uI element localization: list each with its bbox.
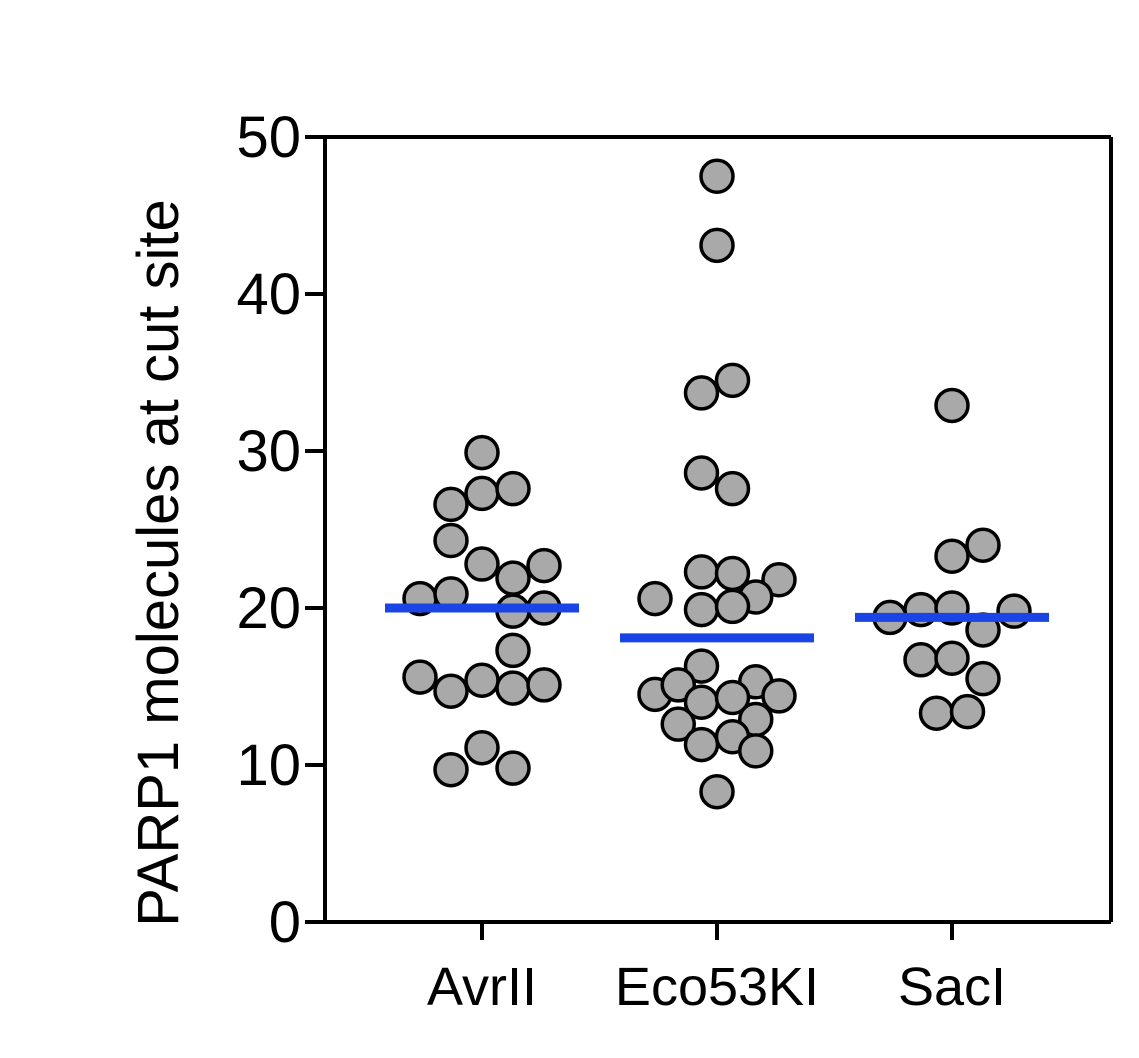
mean-lines — [385, 603, 1049, 643]
data-point-avrii — [402, 659, 438, 695]
data-point-eco53ki — [714, 470, 751, 507]
data-point-eco53ki — [699, 773, 735, 810]
y-tick-label: 50 — [236, 105, 301, 170]
data-point-eco53ki — [714, 588, 751, 625]
data-point-avrii — [495, 470, 531, 507]
data-point-eco53ki — [660, 706, 696, 742]
data-points — [402, 158, 1032, 810]
data-point-eco53ki — [699, 227, 735, 264]
data-point-avrii — [433, 751, 469, 788]
y-tick-label: 30 — [236, 419, 301, 484]
data-point-eco53ki — [761, 561, 797, 598]
data-point-eco53ki — [714, 679, 751, 716]
data-point-avrii — [464, 546, 500, 582]
y-tick-label: 40 — [236, 262, 301, 327]
y-tick-label: 10 — [236, 733, 301, 798]
data-point-eco53ki — [738, 733, 774, 769]
data-point-saci — [903, 642, 939, 678]
data-point-eco53ki — [714, 362, 751, 399]
x-tick-label-avrii: AvrII — [427, 957, 537, 1017]
data-point-avrii — [526, 547, 562, 584]
data-point-saci — [934, 640, 970, 676]
data-point-eco53ki — [761, 678, 797, 714]
data-point-eco53ki — [683, 375, 720, 411]
data-point-avrii — [495, 632, 531, 669]
data-point-saci — [996, 593, 1032, 629]
data-point-saci — [934, 387, 970, 424]
data-point-eco53ki — [683, 455, 720, 491]
data-point-eco53ki — [637, 580, 673, 617]
data-point-avrii — [433, 486, 469, 523]
data-point-avrii — [464, 662, 500, 698]
x-tick-label-saci: SacI — [898, 957, 1006, 1017]
data-point-avrii — [433, 673, 469, 709]
data-point-eco53ki — [683, 648, 720, 684]
y-axis: 0 10 20 30 40 50 — [236, 105, 1113, 955]
data-point-eco53ki — [660, 667, 696, 703]
data-point-saci — [949, 693, 986, 730]
data-point-saci — [918, 695, 955, 731]
data-point-eco53ki — [683, 554, 720, 590]
data-point-avrii — [464, 729, 500, 766]
y-tick-label: 20 — [236, 576, 301, 641]
data-point-avrii — [433, 522, 469, 559]
x-axis: AvrII Eco53KI SacI — [325, 920, 1111, 1017]
data-point-avrii — [495, 670, 531, 706]
data-point-avrii — [495, 750, 531, 786]
y-axis-title: PARP1 molecules at cut site — [126, 199, 191, 926]
data-point-saci — [965, 660, 1001, 697]
data-point-avrii — [495, 560, 531, 596]
data-point-saci — [965, 527, 1001, 563]
data-point-avrii — [464, 475, 500, 512]
data-point-saci — [934, 538, 970, 574]
data-point-eco53ki — [699, 158, 735, 194]
data-point-avrii — [464, 434, 500, 471]
data-point-eco53ki — [683, 591, 720, 628]
data-point-avrii — [526, 667, 562, 703]
x-tick-label-eco53ki: Eco53KI — [615, 957, 819, 1017]
y-tick-label: 0 — [269, 890, 301, 955]
data-point-eco53ki — [683, 726, 720, 763]
